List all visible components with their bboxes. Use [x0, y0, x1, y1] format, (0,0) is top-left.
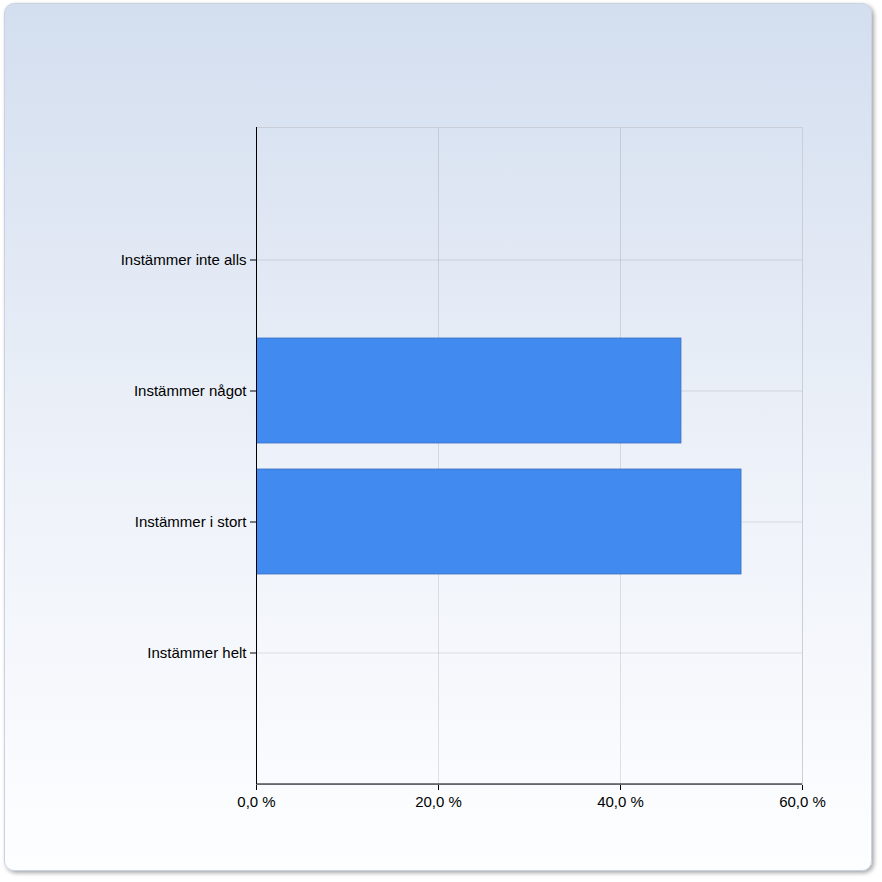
svg-text:60,0 %: 60,0 % [779, 793, 826, 810]
svg-text:Instämmer i stort: Instämmer i stort [135, 513, 248, 530]
svg-text:Instämmer inte alls: Instämmer inte alls [121, 251, 247, 268]
svg-text:40,0 %: 40,0 % [597, 793, 644, 810]
svg-text:0,0 %: 0,0 % [237, 793, 275, 810]
svg-text:20,0 %: 20,0 % [415, 793, 462, 810]
svg-text:Instämmer något: Instämmer något [134, 382, 247, 399]
svg-text:Instämmer helt: Instämmer helt [147, 644, 247, 661]
